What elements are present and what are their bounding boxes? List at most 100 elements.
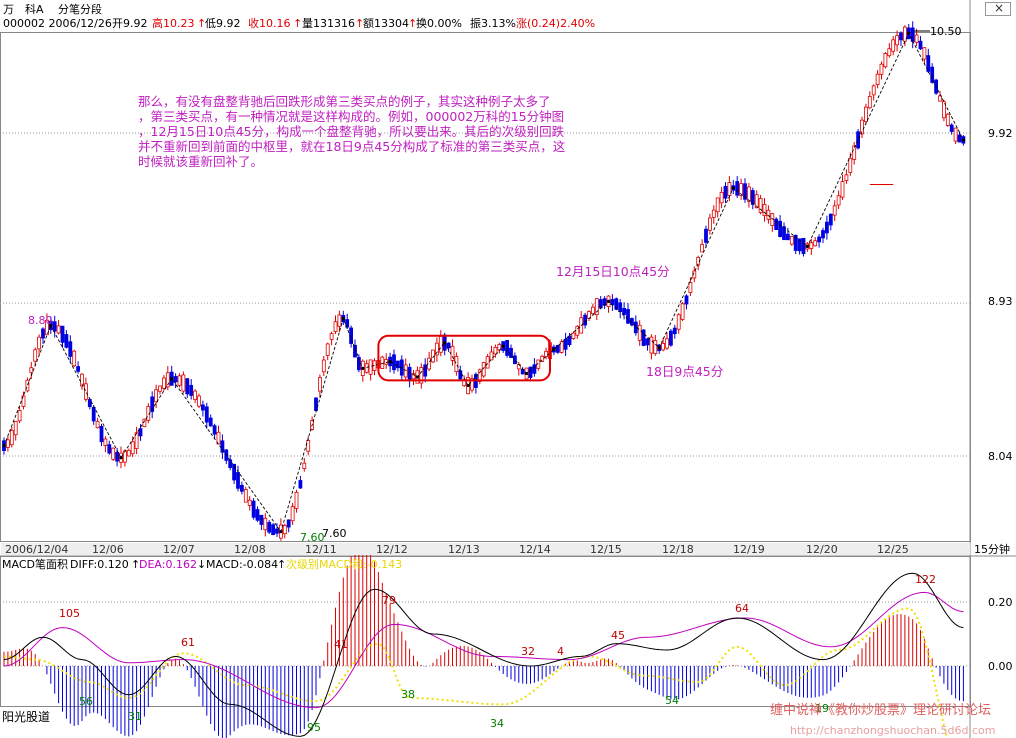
macd-arrow: ↑: [277, 558, 286, 571]
zigzag-polyline: [3, 32, 964, 533]
watermark-text: 缠中说禅《教你炒股票》理论研讨论坛: [770, 702, 991, 718]
candle-down: [957, 134, 962, 143]
candle-up: [25, 379, 30, 392]
candle-down: [76, 366, 80, 372]
date-tick: 12/19: [733, 543, 765, 556]
zhongshu-box: [377, 334, 551, 382]
date-tick: 12/18: [662, 543, 694, 556]
chart-mode: 分笔分段: [58, 2, 102, 16]
candle-up: [715, 197, 720, 213]
candle-up: [762, 204, 767, 217]
candle-up: [844, 174, 849, 181]
candle-up: [832, 205, 837, 216]
candle-down: [275, 528, 279, 534]
macd-lines: [3, 572, 964, 738]
candle-up: [739, 183, 743, 196]
date-tick: 12/25: [877, 543, 909, 556]
candle-up: [84, 383, 88, 400]
candle-down: [185, 378, 190, 395]
candle-down: [567, 335, 572, 346]
candle-up: [193, 390, 198, 401]
macd-area-label: 19: [815, 702, 829, 715]
candle-down: [513, 355, 517, 365]
candle-down: [563, 338, 568, 350]
candle-up: [688, 282, 693, 293]
candle-down: [801, 237, 806, 255]
dea-arrow: ↓: [197, 558, 206, 571]
candle-up: [13, 421, 18, 436]
candle-down: [786, 233, 790, 241]
up-arrow: ↑: [197, 17, 206, 30]
candle-up: [883, 53, 888, 68]
candle-down: [645, 338, 650, 346]
date-axis: 2006/12/04 12/06 12/07 12/08 12/11 12/12…: [1, 542, 1010, 556]
macd-area-label: 31: [128, 710, 142, 723]
candle-down: [797, 238, 802, 252]
candle-down: [825, 221, 829, 234]
candle-down: [930, 66, 935, 83]
volume-value: 量131316: [302, 17, 355, 30]
zigzag-pivot-dot: [657, 346, 661, 350]
zigzag-pivot-dot: [361, 366, 365, 370]
macd-area-label: 79: [382, 594, 396, 607]
candle-up: [809, 242, 814, 249]
candle-down: [856, 131, 860, 149]
candle-up: [953, 127, 958, 142]
candle-up: [161, 377, 166, 389]
candle-up: [860, 119, 864, 135]
price-gridlines: [0, 132, 970, 667]
low-value: 低9.92: [205, 17, 241, 30]
close-value: 收10.16: [248, 16, 291, 30]
amount-value: 额13304: [363, 17, 409, 30]
candle-down: [220, 440, 225, 453]
candle-down: [345, 319, 350, 328]
macd-histogram: [3, 544, 964, 738]
zigzag-pivot-dot: [961, 138, 966, 142]
candle-up: [123, 450, 127, 463]
candle-up: [891, 39, 896, 52]
candle-down: [684, 295, 689, 305]
price-tick: 9.92: [988, 127, 1013, 140]
date-tick: 12/12: [376, 543, 408, 556]
candle-up: [165, 372, 170, 388]
candle-up: [45, 319, 49, 336]
candle-up: [895, 35, 899, 46]
candle-down: [423, 364, 428, 377]
label-dec18: 18日9点45分: [646, 364, 723, 379]
price-tick: 8.93: [988, 295, 1013, 308]
candle-down: [528, 366, 533, 379]
date-tick: 2006/12/04: [5, 543, 68, 556]
zigzag-pivot-dot: [119, 456, 123, 460]
macd-area-label: 54: [665, 694, 679, 707]
candle-down: [817, 236, 821, 243]
close-button[interactable]: ×: [985, 1, 1011, 16]
macd-area-labels: 105 61 41 79 32 4 45 64 122 56 31 95 38 …: [59, 573, 936, 734]
candle-down: [150, 396, 155, 412]
candle-up: [364, 363, 369, 373]
candle-up: [317, 377, 322, 392]
candle-up: [700, 244, 704, 253]
diff-arrow: ↑: [131, 558, 140, 571]
zigzag-pivot-dot: [341, 316, 345, 321]
candle-up: [922, 47, 927, 60]
candle-down: [41, 328, 45, 339]
candle-up: [419, 367, 424, 384]
candle-down: [555, 345, 560, 353]
candle-up: [848, 157, 853, 173]
diff-line: [3, 572, 964, 737]
candle-up: [661, 343, 665, 351]
zigzag-pivot-dot: [170, 377, 174, 381]
candle-up: [80, 373, 84, 387]
candle-up: [282, 524, 287, 535]
amplitude-value: 振3.13%: [470, 16, 516, 30]
candle-down: [505, 339, 510, 356]
annotation-line-5: 时候就该重新回补了。: [138, 154, 263, 169]
macd-sub: 次级别MACD和:-0.143: [286, 557, 402, 571]
candle-up: [337, 314, 342, 327]
macd-axis: 0.20 0.00: [988, 596, 1013, 673]
period-label[interactable]: 15分钟: [974, 542, 1010, 556]
zigzag-pivot-dot: [2, 444, 6, 448]
candle-up: [33, 349, 38, 362]
date-tick: 12/15: [590, 543, 622, 556]
candle-down: [821, 230, 825, 239]
